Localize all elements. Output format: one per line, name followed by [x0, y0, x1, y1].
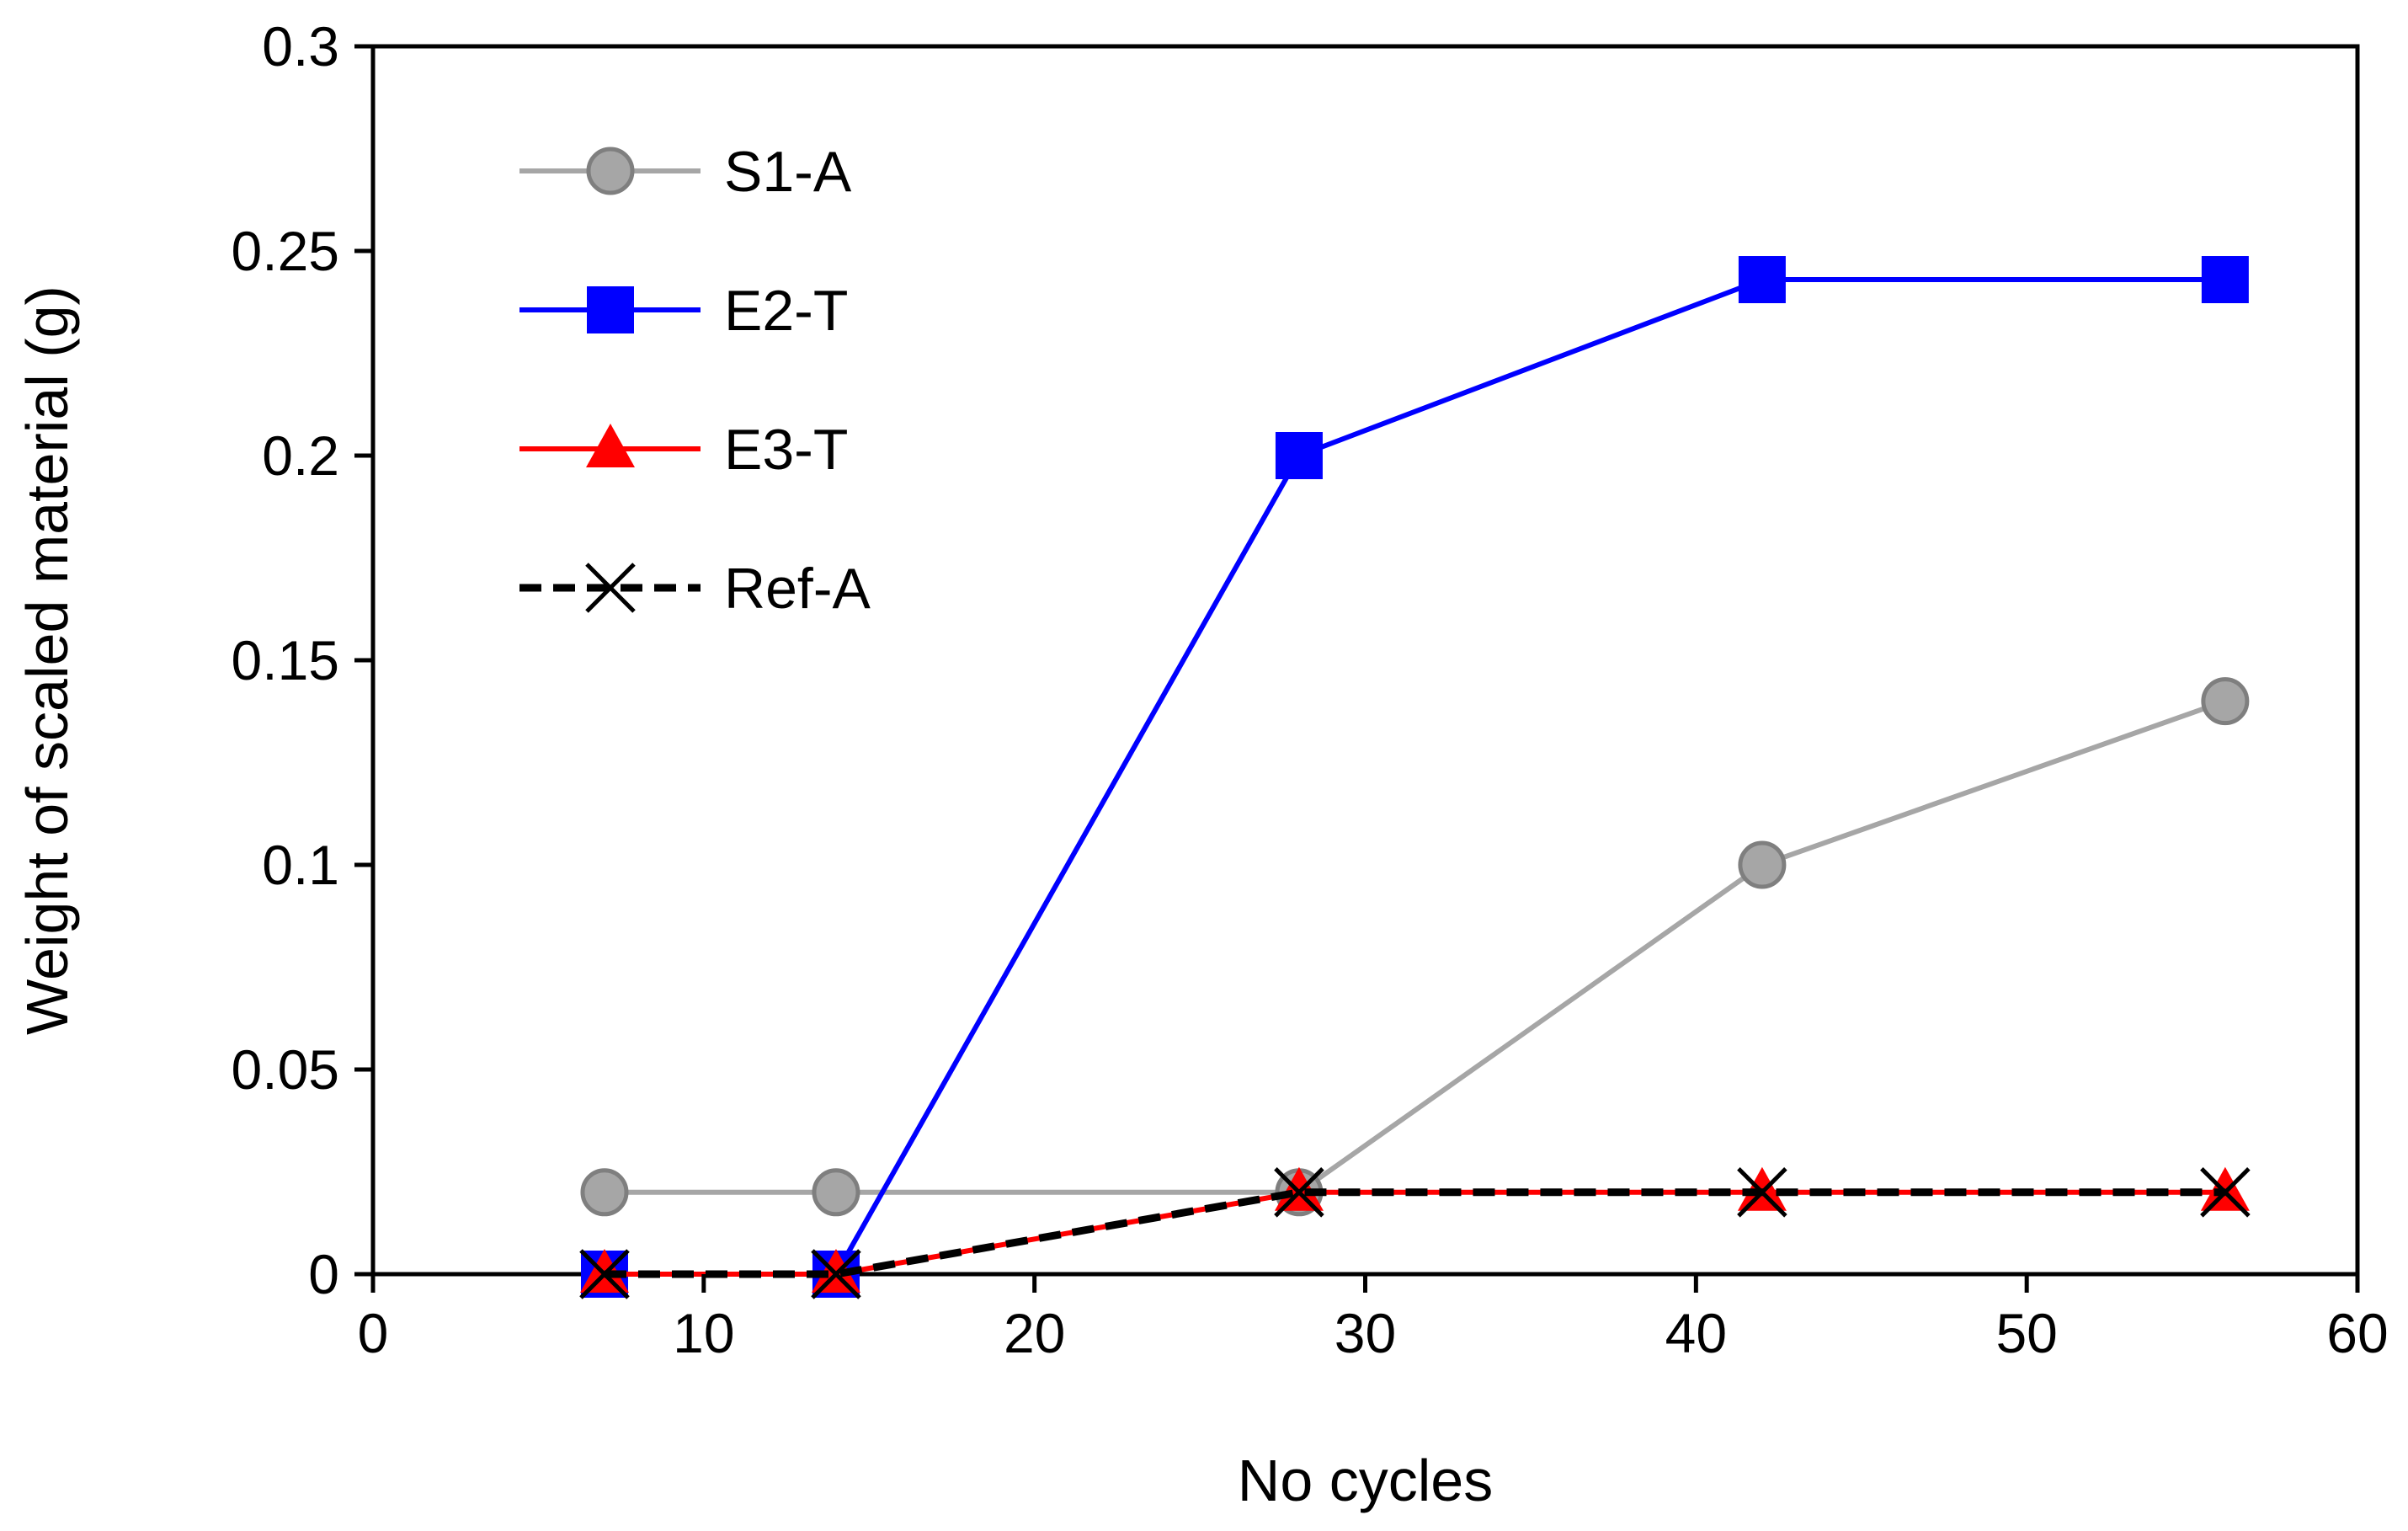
x-tick-label: 10: [673, 1302, 734, 1364]
x-tick-label: 0: [358, 1302, 389, 1364]
y-tick-label: 0.2: [262, 424, 339, 487]
legend-label: E2-T: [724, 279, 848, 343]
legend-marker: [585, 563, 636, 613]
legend-label: E3-T: [724, 418, 848, 482]
legend-label: S1-A: [724, 140, 852, 204]
y-axis-title: Weight of scaled material (g): [14, 285, 80, 1035]
data-point-S1-A: [2201, 677, 2250, 726]
axes-layer: 0 0.05 0.1 0.15 0.2 0.25 0.3 0 10 20 30 40 50 60: [232, 15, 2389, 1364]
data-point-Ref-A: [811, 1249, 861, 1299]
data-point-E3-T: [1274, 1166, 1324, 1211]
x-tick-label: 40: [1665, 1302, 1727, 1364]
data-point-Ref-A: [579, 1249, 630, 1299]
x-axis-title: No cycles: [1238, 1448, 1493, 1513]
data-point-Ref-A: [1737, 1167, 1787, 1218]
legend: S1-A E2-T E3-T Ref-A: [519, 140, 871, 621]
series-Ref-A: [579, 1167, 2251, 1299]
y-tick-label: 0.15: [232, 629, 339, 691]
legend-marker: [586, 424, 635, 467]
data-point-E2-T: [1275, 432, 1323, 479]
legend-entry-S1-A: S1-A: [519, 140, 852, 204]
data-point-E2-T: [2201, 256, 2249, 304]
series-layer: [579, 256, 2251, 1299]
y-tick-label: 0.3: [262, 15, 339, 77]
legend-label: Ref-A: [724, 557, 871, 621]
y-tick-label: 0.05: [232, 1038, 339, 1101]
legend-entry-E3-T: E3-T: [519, 418, 848, 482]
y-tick-label: 0: [308, 1243, 339, 1305]
data-point-Ref-A: [1274, 1167, 1324, 1218]
data-point-S1-A: [1738, 840, 1787, 889]
x-tick-label: 60: [2326, 1302, 2388, 1364]
series-line-Ref-A: [604, 1188, 2225, 1278]
x-tick-label: 50: [1995, 1302, 2057, 1364]
plot-border: [370, 44, 2360, 1277]
x-tick-label: 30: [1335, 1302, 1396, 1364]
legend-marker: [587, 286, 634, 333]
plot-area: [370, 44, 2360, 1277]
data-point-Ref-A: [2200, 1167, 2251, 1218]
legend-marker: [586, 147, 635, 195]
y-tick-label: 0.25: [232, 220, 339, 282]
data-point-S1-A: [580, 1168, 629, 1217]
legend-entry-E2-T: E2-T: [519, 279, 848, 343]
data-point-E3-T: [811, 1249, 860, 1293]
y-tick-label: 0.1: [262, 834, 339, 896]
data-point-S1-A: [812, 1168, 860, 1217]
x-tick-label: 20: [1004, 1302, 1065, 1364]
data-point-E2-T: [1738, 256, 1786, 304]
legend-entry-Ref-A: Ref-A: [519, 557, 871, 621]
